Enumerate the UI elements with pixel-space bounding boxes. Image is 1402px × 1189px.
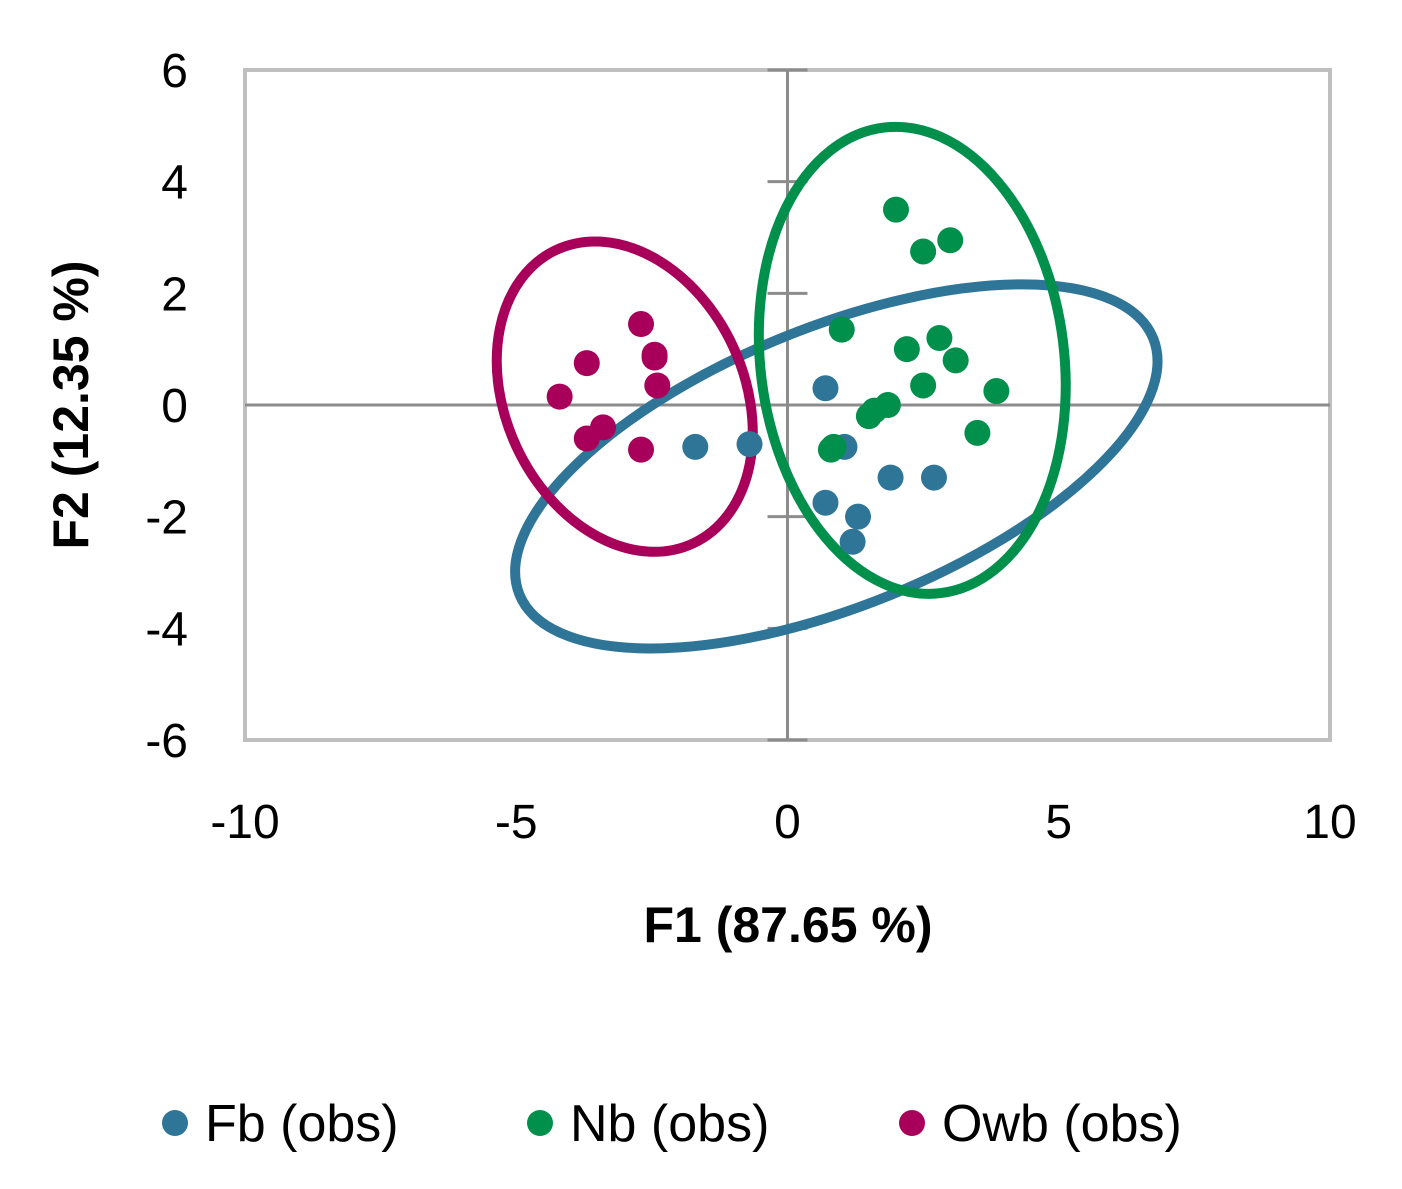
data-point-series-3 — [641, 344, 668, 371]
y-tick-label: 0 — [161, 380, 188, 433]
confidence-ellipses — [491, 121, 1163, 654]
y-tick-label: -4 — [145, 603, 188, 656]
data-point-series-1 — [839, 528, 866, 555]
data-point-series-2 — [942, 347, 969, 374]
x-tick-label: -10 — [210, 796, 279, 849]
y-tick-label: -6 — [145, 715, 188, 768]
data-point-series-1 — [736, 431, 763, 458]
x-tick-label: -5 — [495, 796, 538, 849]
data-point-series-1 — [682, 433, 709, 460]
confidence-ellipse-2 — [753, 121, 1071, 599]
x-tick-label: 0 — [774, 796, 801, 849]
y-axis-title: F2 (12.35 %) — [43, 260, 99, 549]
x-tick-label: 10 — [1303, 796, 1356, 849]
data-point-series-3 — [628, 311, 655, 338]
x-axis-title: F1 (87.65 %) — [643, 897, 932, 953]
data-point-series-2 — [983, 378, 1010, 405]
legend-marker-1 — [162, 1110, 188, 1136]
data-point-series-2 — [964, 419, 991, 446]
legend-label-2: Nb (obs) — [570, 1095, 769, 1153]
data-point-series-1 — [812, 375, 839, 402]
legend-marker-3 — [899, 1110, 925, 1136]
data-point-series-1 — [920, 464, 947, 491]
data-point-series-2 — [910, 372, 937, 399]
legend: Fb (obs) Nb (obs) Owb (obs) — [162, 1095, 1182, 1153]
legend-marker-2 — [527, 1110, 553, 1136]
data-point-series-2 — [817, 436, 844, 463]
tick-labels: -10 -5 0 5 10 -6 -4 -2 0 2 4 6 — [145, 45, 1356, 849]
data-point-series-1 — [812, 489, 839, 516]
confidence-ellipse-3 — [491, 236, 758, 557]
y-tick-label: -2 — [145, 492, 188, 545]
data-point-series-2 — [937, 227, 964, 254]
data-point-series-2 — [910, 238, 937, 265]
data-point-series-3 — [644, 372, 671, 399]
y-tick-label: 6 — [161, 45, 188, 98]
y-tick-label: 4 — [161, 157, 188, 210]
confidence-ellipse-1 — [510, 279, 1163, 654]
data-point-series-3 — [573, 350, 600, 377]
data-point-series-2 — [855, 403, 882, 430]
x-tick-label: 5 — [1045, 796, 1072, 849]
data-points — [546, 196, 1010, 555]
data-point-series-2 — [893, 336, 920, 363]
data-point-series-2 — [828, 316, 855, 343]
data-point-series-3 — [628, 436, 655, 463]
legend-label-3: Owb (obs) — [942, 1095, 1182, 1153]
data-point-series-3 — [573, 425, 600, 452]
data-point-series-3 — [546, 383, 573, 410]
data-point-series-1 — [877, 464, 904, 491]
data-point-series-1 — [845, 503, 872, 530]
data-point-series-2 — [926, 325, 953, 351]
data-point-series-2 — [883, 196, 909, 223]
y-tick-label: 2 — [161, 268, 188, 321]
legend-label-1: Fb (obs) — [205, 1095, 399, 1153]
